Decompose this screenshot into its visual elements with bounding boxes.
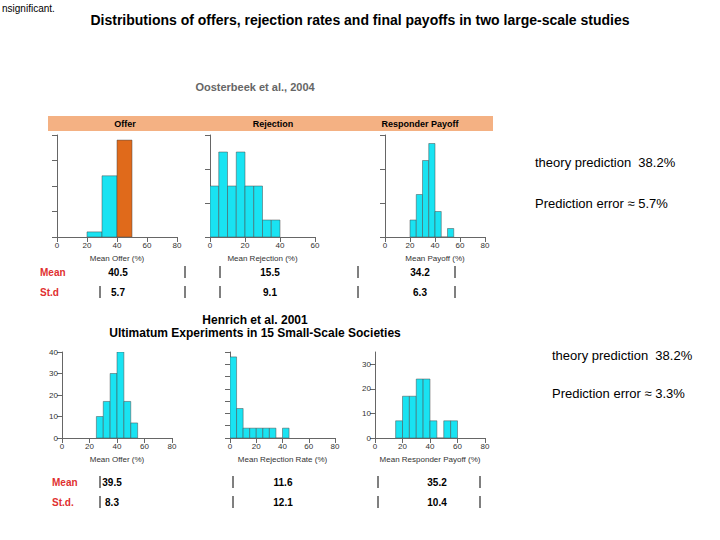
svg-text:20: 20 [252, 442, 261, 451]
svg-text:Responder Payoff: Responder Payoff [381, 119, 459, 129]
svg-text:0: 0 [55, 241, 60, 250]
svg-text:40: 40 [431, 241, 440, 250]
svg-text:20: 20 [241, 241, 250, 250]
svg-text:40: 40 [113, 241, 122, 250]
svg-text:Oosterbeek et al., 2004: Oosterbeek et al., 2004 [195, 81, 315, 93]
svg-text:20: 20 [406, 241, 415, 250]
svg-text:10.4: 10.4 [427, 497, 447, 508]
svg-text:nsignificant.: nsignificant. [2, 3, 55, 14]
svg-text:Mean Offer (%): Mean Offer (%) [90, 455, 145, 464]
svg-text:20: 20 [83, 241, 92, 250]
svg-text:Mean Rejection Rate (%): Mean Rejection Rate (%) [238, 455, 328, 464]
svg-text:30: 30 [49, 369, 58, 378]
svg-text:40: 40 [113, 442, 122, 451]
svg-text:11.6: 11.6 [274, 477, 293, 488]
svg-text:Distributions of offers, rejec: Distributions of offers, rejection rates… [90, 12, 629, 28]
svg-text:0: 0 [373, 442, 378, 451]
svg-text:0: 0 [367, 434, 372, 443]
svg-text:St.d.: St.d. [52, 497, 74, 508]
svg-text:40: 40 [276, 241, 285, 250]
svg-text:Mean Payoff (%): Mean Payoff (%) [405, 254, 465, 263]
svg-text:80: 80 [173, 241, 182, 250]
svg-text:0: 0 [228, 442, 233, 451]
svg-text:Henrich et al. 2001: Henrich et al. 2001 [202, 313, 308, 327]
svg-text:Ultimatum Experiments in 15 Sm: Ultimatum Experiments in 15 Small-Scale … [109, 326, 401, 340]
svg-text:Mean: Mean [52, 477, 78, 488]
svg-text:0: 0 [60, 442, 65, 451]
svg-text:Offer: Offer [114, 119, 136, 129]
svg-text:80: 80 [481, 442, 490, 451]
svg-text:40: 40 [49, 348, 58, 357]
svg-text:Rejection: Rejection [253, 119, 294, 129]
svg-text:Mean Offer (%): Mean Offer (%) [90, 254, 145, 263]
svg-text:Mean Rejection (%): Mean Rejection (%) [227, 254, 298, 263]
svg-text:Prediction error ≈ 5.7%: Prediction error ≈ 5.7% [535, 196, 668, 211]
svg-text:34.2: 34.2 [410, 267, 430, 278]
svg-text:8.3: 8.3 [105, 497, 119, 508]
svg-text:60: 60 [304, 442, 313, 451]
svg-text:6.3: 6.3 [413, 287, 427, 298]
svg-text:80: 80 [481, 241, 490, 250]
svg-text:10: 10 [362, 409, 371, 418]
svg-text:Mean Responder Payoff (%): Mean Responder Payoff (%) [380, 455, 481, 464]
svg-text:5.7: 5.7 [111, 287, 125, 298]
svg-text:80: 80 [168, 442, 177, 451]
svg-text:20: 20 [49, 391, 58, 400]
svg-text:40: 40 [278, 442, 287, 451]
svg-text:30: 30 [362, 360, 371, 369]
svg-text:40.5: 40.5 [108, 267, 128, 278]
svg-text:20: 20 [362, 384, 371, 393]
svg-text:10: 10 [49, 412, 58, 421]
svg-text:0: 0 [383, 241, 388, 250]
svg-text:12.1: 12.1 [273, 497, 293, 508]
svg-text:Mean: Mean [40, 267, 66, 278]
svg-text:39.5: 39.5 [102, 477, 122, 488]
svg-text:15.5: 15.5 [260, 267, 280, 278]
svg-text:20: 20 [85, 442, 94, 451]
svg-text:theory prediction 38.2%: theory prediction 38.2% [552, 348, 693, 363]
svg-text:St.d: St.d [40, 287, 59, 298]
svg-text:9.1: 9.1 [263, 287, 277, 298]
svg-text:60: 60 [456, 241, 465, 250]
svg-text:35.2: 35.2 [427, 477, 447, 488]
svg-text:60: 60 [311, 241, 320, 250]
svg-text:60: 60 [453, 442, 462, 451]
svg-text:0: 0 [54, 434, 59, 443]
svg-text:80: 80 [331, 442, 340, 451]
svg-text:40: 40 [426, 442, 435, 451]
svg-text:60: 60 [140, 442, 149, 451]
svg-text:0: 0 [208, 241, 213, 250]
svg-text:Prediction error ≈ 3.3%: Prediction error ≈ 3.3% [552, 386, 685, 401]
svg-text:20: 20 [398, 442, 407, 451]
svg-text:60: 60 [143, 241, 152, 250]
svg-text:theory prediction 38.2%: theory prediction 38.2% [535, 155, 676, 170]
